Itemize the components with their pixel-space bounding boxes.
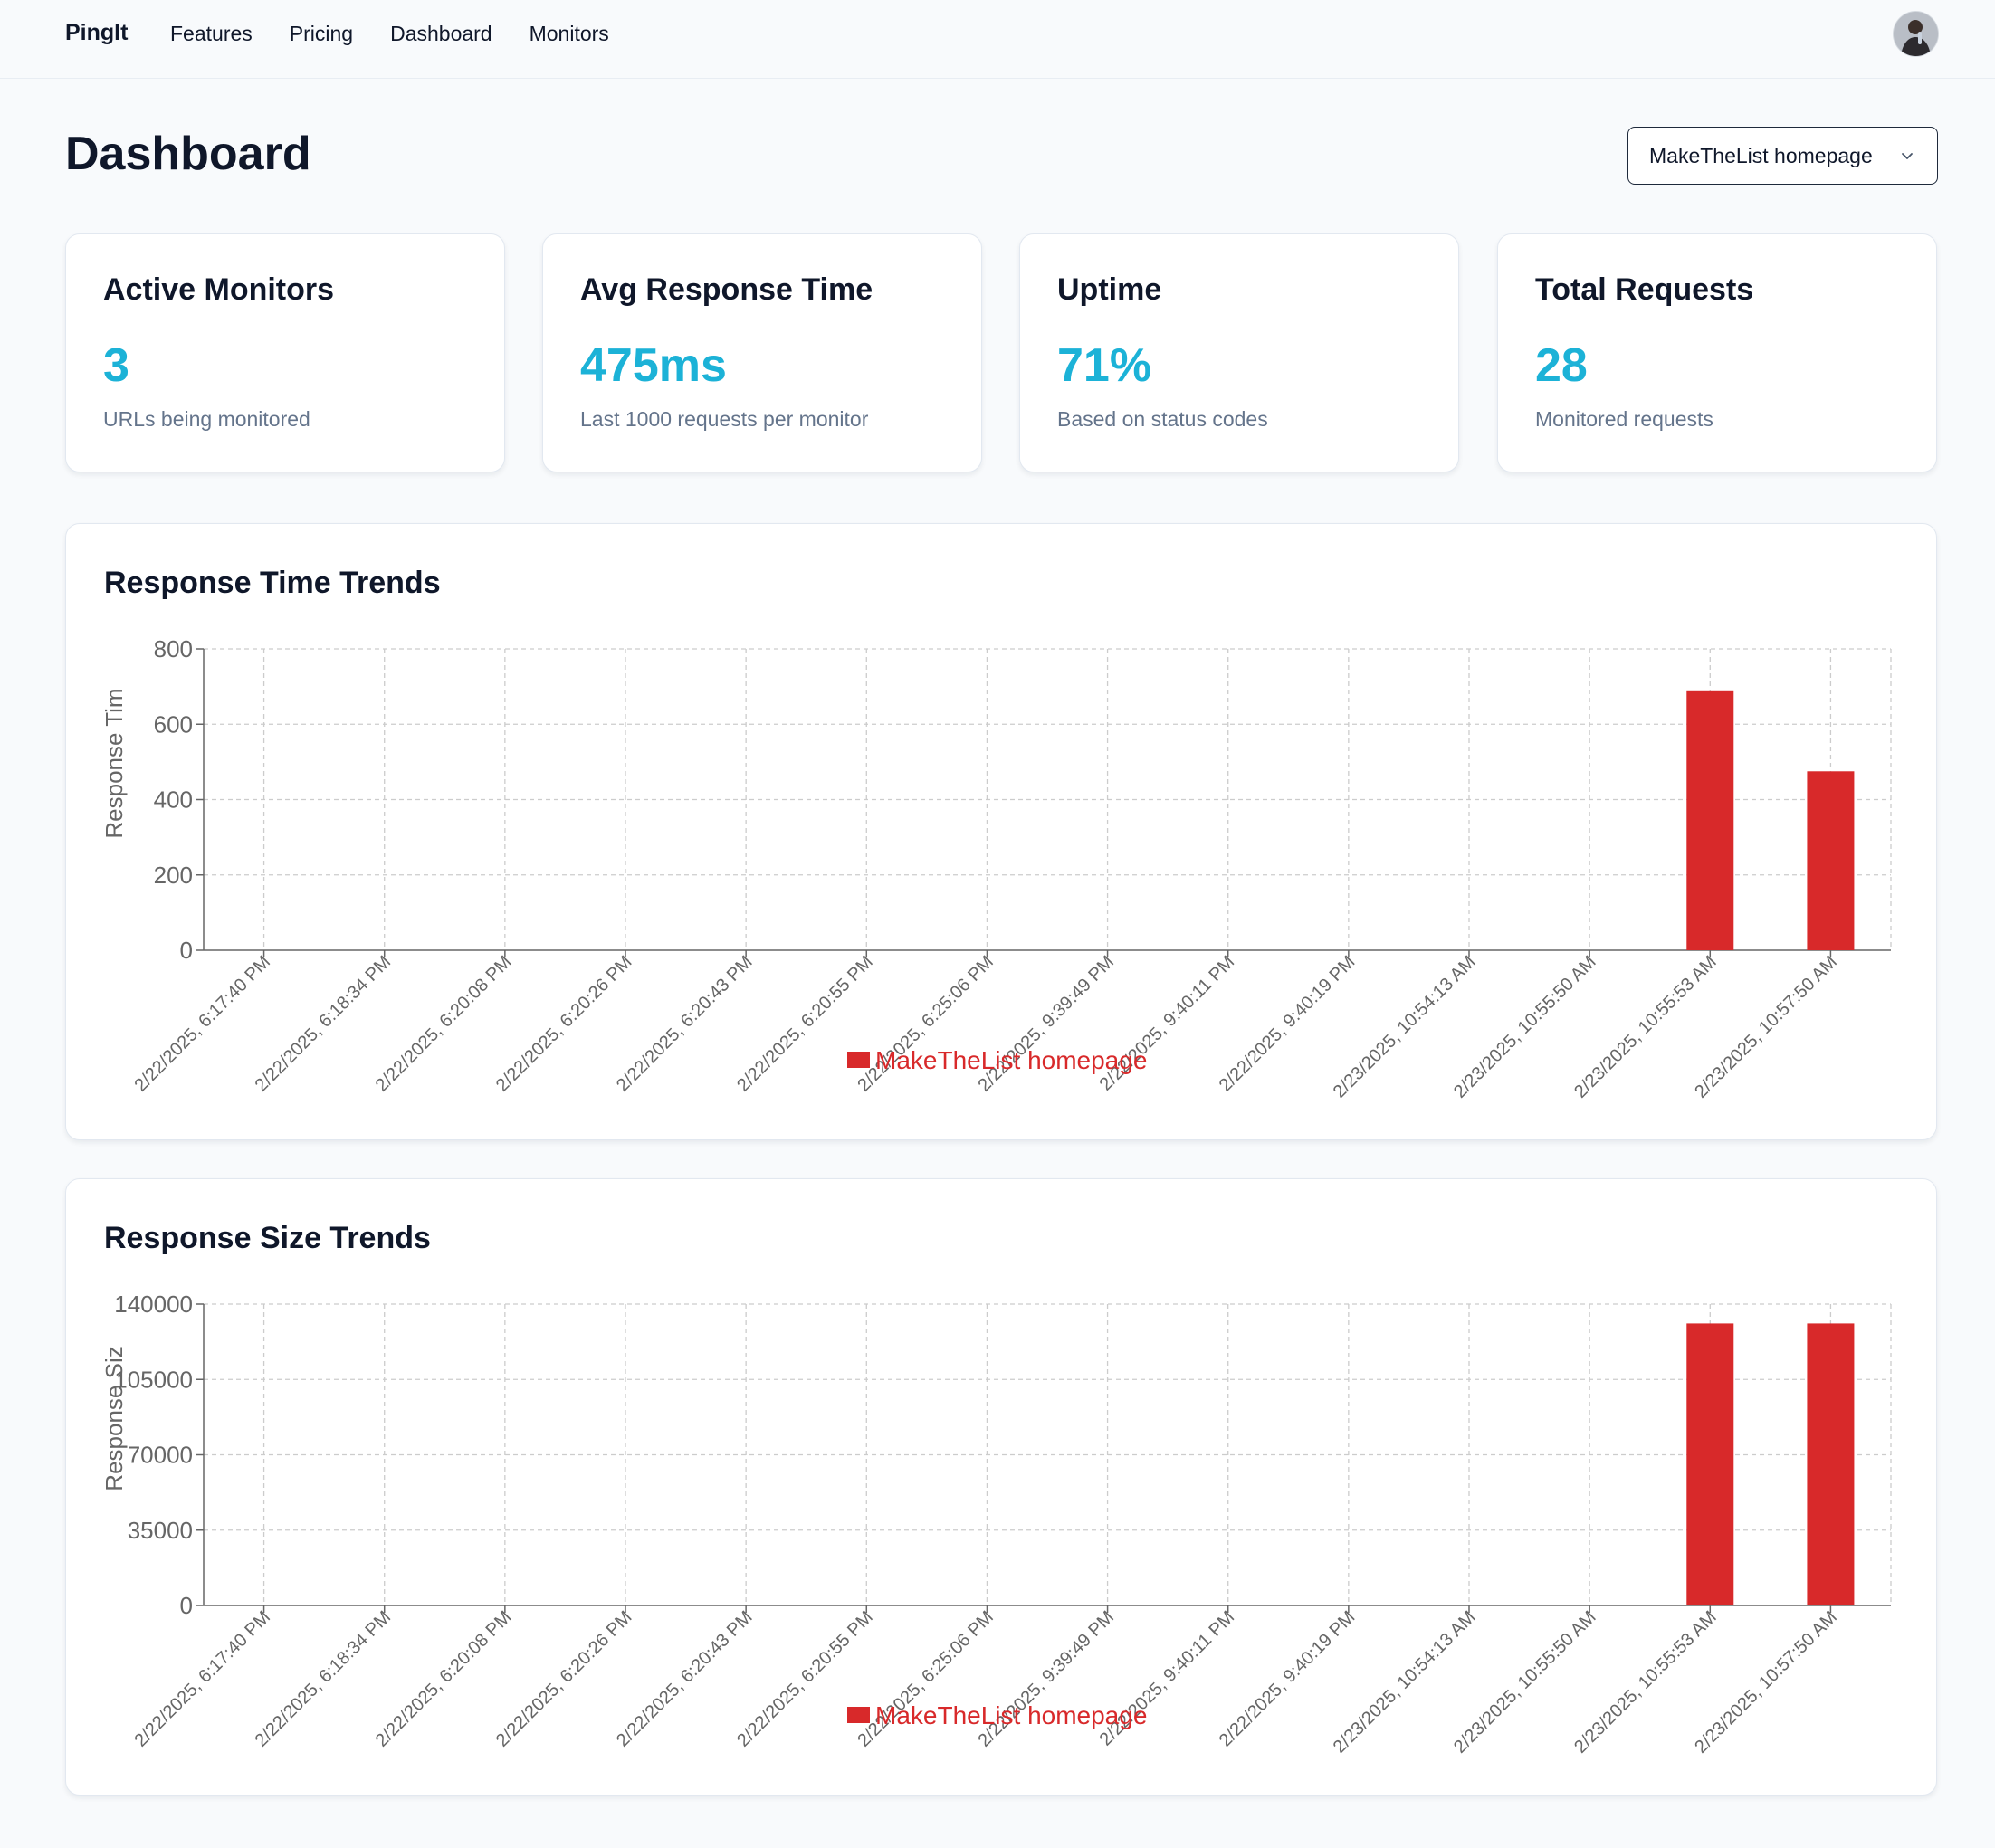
x-tick-label: 2/22/2025, 6:17:40 PM	[130, 1607, 274, 1751]
user-avatar[interactable]	[1894, 12, 1938, 56]
x-tick-label: 2/23/2025, 10:55:50 AM	[1450, 952, 1600, 1102]
x-tick-label: 2/23/2025, 10:54:13 AM	[1330, 1607, 1480, 1758]
x-tick-label: 2/23/2025, 10:55:53 AM	[1570, 1607, 1721, 1758]
monitor-select[interactable]: MakeTheList homepage	[1628, 127, 1938, 185]
stat-title: Total Requests	[1535, 272, 1754, 307]
stat-card-avg-response-time: Avg Response Time 475ms Last 1000 reques…	[542, 233, 982, 472]
stat-subtitle: Monitored requests	[1535, 407, 1713, 431]
chart-title: Response Size Trends	[104, 1221, 431, 1255]
x-tick-label: 2/22/2025, 6:20:08 PM	[372, 952, 516, 1096]
y-tick-label: 400	[154, 786, 193, 814]
x-tick-label: 2/23/2025, 10:57:50 AM	[1691, 1607, 1841, 1758]
x-tick-label: 2/23/2025, 10:55:53 AM	[1570, 952, 1721, 1102]
chevron-down-icon	[1902, 153, 1913, 159]
user-avatar-image	[1894, 12, 1938, 56]
y-tick-label: 0	[180, 1592, 193, 1619]
stat-subtitle: Based on status codes	[1057, 407, 1268, 431]
response-size-chart: 0 35000 70000 105000 140000 Response Siz 2/22/…	[100, 1291, 1892, 1758]
nav-link-monitors[interactable]: Monitors	[529, 22, 609, 45]
y-tick-label: 105000	[114, 1366, 193, 1393]
chart-bar	[1686, 1323, 1734, 1605]
chart-bar	[1807, 1323, 1855, 1605]
x-tick-label: 2/22/2025, 6:17:40 PM	[130, 952, 274, 1096]
x-tick-label: 2/22/2025, 6:20:26 PM	[492, 952, 636, 1096]
y-tick-label: 140000	[114, 1291, 193, 1318]
nav-link-dashboard[interactable]: Dashboard	[390, 22, 492, 45]
response-time-chart: 0 200 400 600 800 Response Tim 2/22/2025, 6:17…	[100, 635, 1892, 1102]
x-tick-label: 2/23/2025, 10:54:13 AM	[1330, 952, 1480, 1102]
x-tick-label: 2/22/2025, 6:18:34 PM	[252, 1607, 396, 1751]
stat-subtitle: Last 1000 requests per monitor	[580, 407, 869, 431]
stat-title: Avg Response Time	[580, 272, 873, 307]
brand-logo[interactable]: PingIt	[65, 20, 129, 45]
x-tick-label: 2/22/2025, 6:18:34 PM	[252, 952, 396, 1096]
x-tick-label: 2/23/2025, 10:55:50 AM	[1450, 1607, 1600, 1758]
stat-title: Active Monitors	[103, 272, 335, 307]
stat-subtitle: URLs being monitored	[103, 407, 310, 431]
response-time-chart-card: Response Time Trends 0 200 400 600 800 Respon…	[65, 523, 1937, 1140]
x-tick-label: 2/22/2025, 6:20:43 PM	[613, 952, 757, 1096]
top-navbar: PingIt Features Pricing Dashboard Monito…	[0, 0, 1995, 79]
stat-card-active-monitors: Active Monitors 3 URLs being monitored	[65, 233, 505, 472]
stat-value: 28	[1535, 339, 1588, 392]
x-tick-label: 2/22/2025, 9:40:19 PM	[1216, 952, 1360, 1096]
x-tick-label: 2/22/2025, 6:20:55 PM	[733, 952, 877, 1096]
y-axis-label: Response Siz	[100, 1346, 128, 1491]
stat-title: Uptime	[1057, 272, 1162, 307]
legend-swatch	[847, 1052, 870, 1068]
legend-swatch	[847, 1707, 870, 1723]
y-tick-label: 600	[154, 710, 193, 738]
response-size-chart-card: Response Size Trends 0 35000 70000 105000 14…	[65, 1178, 1937, 1796]
legend-label: MakeTheList homepage	[875, 1701, 1147, 1729]
stat-value: 71%	[1057, 339, 1152, 392]
stat-value: 475ms	[580, 339, 727, 392]
y-tick-label: 0	[180, 937, 193, 964]
chart-bar	[1807, 771, 1855, 950]
x-tick-label: 2/22/2025, 9:40:19 PM	[1216, 1607, 1360, 1751]
x-tick-label: 2/22/2025, 6:20:55 PM	[733, 1607, 877, 1751]
chart-bar	[1686, 690, 1734, 950]
nav-links: Features Pricing Dashboard Monitors	[170, 22, 609, 46]
x-tick-label: 2/22/2025, 6:20:26 PM	[492, 1607, 636, 1751]
stat-card-total-requests: Total Requests 28 Monitored requests	[1497, 233, 1937, 472]
y-tick-label: 800	[154, 635, 193, 662]
y-tick-label: 70000	[128, 1442, 193, 1469]
monitor-select-value: MakeTheList homepage	[1649, 143, 1873, 167]
legend-label: MakeTheList homepage	[875, 1046, 1147, 1074]
x-tick-label: 2/22/2025, 6:20:08 PM	[372, 1607, 516, 1751]
y-axis-label: Response Tim	[100, 688, 128, 838]
nav-link-features[interactable]: Features	[170, 22, 253, 45]
x-tick-label: 2/23/2025, 10:57:50 AM	[1691, 952, 1841, 1102]
page-title: Dashboard	[65, 128, 311, 180]
stat-value: 3	[103, 339, 129, 392]
chart-title: Response Time Trends	[104, 566, 441, 600]
y-tick-label: 35000	[128, 1517, 193, 1544]
y-tick-label: 200	[154, 862, 193, 889]
x-tick-label: 2/22/2025, 6:20:43 PM	[613, 1607, 757, 1751]
nav-link-pricing[interactable]: Pricing	[289, 22, 354, 45]
stat-card-uptime: Uptime 71% Based on status codes	[1019, 233, 1459, 472]
